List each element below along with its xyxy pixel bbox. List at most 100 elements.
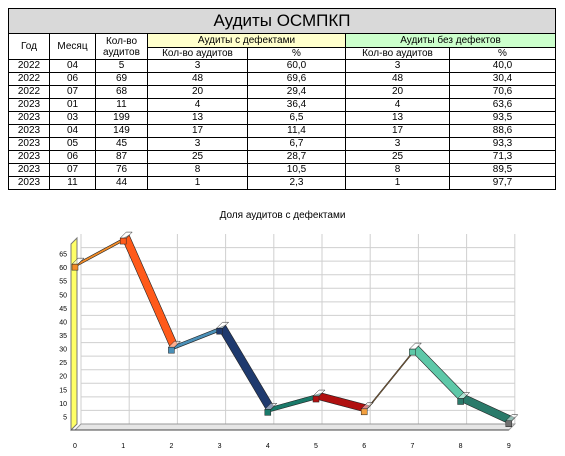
cell-ok-pct: 88,6 xyxy=(448,124,557,138)
cell-count: 44 xyxy=(95,176,148,190)
chart-title: Доля аудитов с дефектами xyxy=(219,210,346,221)
x-tick-label: 8 xyxy=(459,443,463,450)
cell-year: 2022 xyxy=(8,72,50,86)
cell-month: 04 xyxy=(49,124,96,138)
cell-count: 68 xyxy=(95,85,148,99)
header-year: Год xyxy=(8,33,50,60)
cell-def-pct: 28,7 xyxy=(247,150,346,164)
table-row: 2023 06 87 25 28,7 25 71,3 xyxy=(8,150,557,164)
cell-def-pct: 69,6 xyxy=(247,72,346,86)
x-tick-label: 0 xyxy=(73,443,77,450)
cell-year: 2022 xyxy=(8,85,50,99)
cell-month: 07 xyxy=(49,163,96,177)
cell-ok-pct: 63,6 xyxy=(448,98,557,112)
y-tick-label: 65 xyxy=(59,252,67,259)
cell-ok-count: 3 xyxy=(345,137,450,151)
cell-ok-count: 13 xyxy=(345,111,450,125)
cell-ok-count: 17 xyxy=(345,124,450,138)
x-tick-label: 6 xyxy=(362,443,366,450)
subheader-ok-pct: % xyxy=(448,47,557,60)
cell-ok-pct: 89,5 xyxy=(448,163,557,177)
x-tick-label: 4 xyxy=(266,443,270,450)
cell-ok-count: 25 xyxy=(345,150,450,164)
chart-left-wall xyxy=(70,236,78,432)
table-row: 2022 06 69 48 69,6 48 30,4 xyxy=(8,72,557,86)
cell-ok-pct: 93,5 xyxy=(448,111,557,125)
cell-def-count: 13 xyxy=(147,111,248,125)
data-point xyxy=(360,408,368,416)
data-point xyxy=(71,263,79,271)
cell-count: 45 xyxy=(95,137,148,151)
table-row: 2022 04 5 3 60,0 3 40,0 xyxy=(8,59,557,73)
cell-month: 06 xyxy=(49,150,96,164)
y-tick-label: 50 xyxy=(59,292,67,299)
chart-floor xyxy=(73,423,517,431)
cell-def-count: 8 xyxy=(147,163,248,177)
cell-def-pct: 29,4 xyxy=(247,85,346,99)
cell-count: 5 xyxy=(95,59,148,73)
cell-year: 2023 xyxy=(8,137,50,151)
cell-def-pct: 60,0 xyxy=(247,59,346,73)
cell-year: 2023 xyxy=(8,150,50,164)
cell-def-count: 3 xyxy=(147,137,248,151)
cell-year: 2022 xyxy=(8,59,50,73)
cell-def-pct: 6,5 xyxy=(247,111,346,125)
x-tick-label: 5 xyxy=(314,443,318,450)
data-point xyxy=(264,409,272,416)
cell-ok-pct: 40,0 xyxy=(448,59,557,73)
cell-year: 2023 xyxy=(8,163,50,177)
cell-count: 11 xyxy=(95,98,148,112)
cell-ok-count: 4 xyxy=(345,98,450,112)
audit-report: Аудиты ОСМПКП Год Месяц Кол-во аудитов А… xyxy=(7,8,557,190)
table-row: 2023 04 149 17 11,4 17 88,6 xyxy=(8,124,557,138)
audit-table: Аудиты ОСМПКП Год Месяц Кол-во аудитов А… xyxy=(7,8,557,190)
data-point xyxy=(409,348,416,356)
header-count: Кол-во аудитов xyxy=(95,33,148,60)
table-row: 2022 07 68 20 29,4 20 70,6 xyxy=(8,85,557,99)
cell-def-pct: 6,7 xyxy=(247,137,346,151)
y-tick-label: 35 xyxy=(59,333,67,340)
cell-year: 2023 xyxy=(8,176,50,190)
data-point xyxy=(168,346,175,354)
cell-def-pct: 10,5 xyxy=(247,163,346,177)
series-segment xyxy=(460,395,516,425)
x-tick-label: 1 xyxy=(121,443,125,450)
cell-month: 03 xyxy=(49,111,96,125)
header-with-defects: Аудиты с дефектами xyxy=(147,33,346,48)
cell-month: 06 xyxy=(49,72,96,86)
cell-year: 2023 xyxy=(8,124,50,138)
header-month: Месяц xyxy=(49,33,96,60)
cell-ok-count: 3 xyxy=(345,59,450,73)
cell-count: 69 xyxy=(95,72,148,86)
cell-def-count: 4 xyxy=(147,98,248,112)
cell-month: 05 xyxy=(49,137,96,151)
cell-def-pct: 11,4 xyxy=(247,124,346,138)
cell-ok-count: 20 xyxy=(345,85,450,99)
cell-def-pct: 36,4 xyxy=(247,98,346,112)
cell-ok-pct: 71,3 xyxy=(448,150,557,164)
cell-count: 149 xyxy=(95,124,148,138)
cell-def-count: 48 xyxy=(147,72,248,86)
y-tick-label: 20 xyxy=(59,374,67,381)
table-row: 2023 11 44 1 2,3 1 97,7 xyxy=(8,176,557,190)
cell-def-count: 17 xyxy=(147,124,248,138)
table-row: 2023 03 199 13 6,5 13 93,5 xyxy=(8,111,557,125)
cell-count: 87 xyxy=(95,150,148,164)
series-segment xyxy=(122,234,178,351)
x-tick-label: 3 xyxy=(218,443,222,450)
header-without-defects: Аудиты без дефектов xyxy=(344,33,557,48)
cell-ok-pct: 93,3 xyxy=(448,137,557,151)
data-point xyxy=(119,237,127,245)
subheader-def-pct: % xyxy=(247,47,346,60)
y-tick-label: 30 xyxy=(59,347,67,354)
cell-year: 2023 xyxy=(8,111,50,125)
cell-def-count: 25 xyxy=(147,150,248,164)
report-title: Аудиты ОСМПКП xyxy=(7,8,557,34)
x-tick-label: 2 xyxy=(169,443,173,450)
subheader-ok-count: Кол-во аудитов xyxy=(345,47,450,60)
table-row: 2023 07 76 8 10,5 8 89,5 xyxy=(8,163,557,177)
cell-month: 11 xyxy=(49,176,96,190)
y-tick-label: 10 xyxy=(59,401,67,408)
table-row: 2023 05 45 3 6,7 3 93,3 xyxy=(8,137,557,151)
cell-ok-pct: 30,4 xyxy=(448,72,557,86)
